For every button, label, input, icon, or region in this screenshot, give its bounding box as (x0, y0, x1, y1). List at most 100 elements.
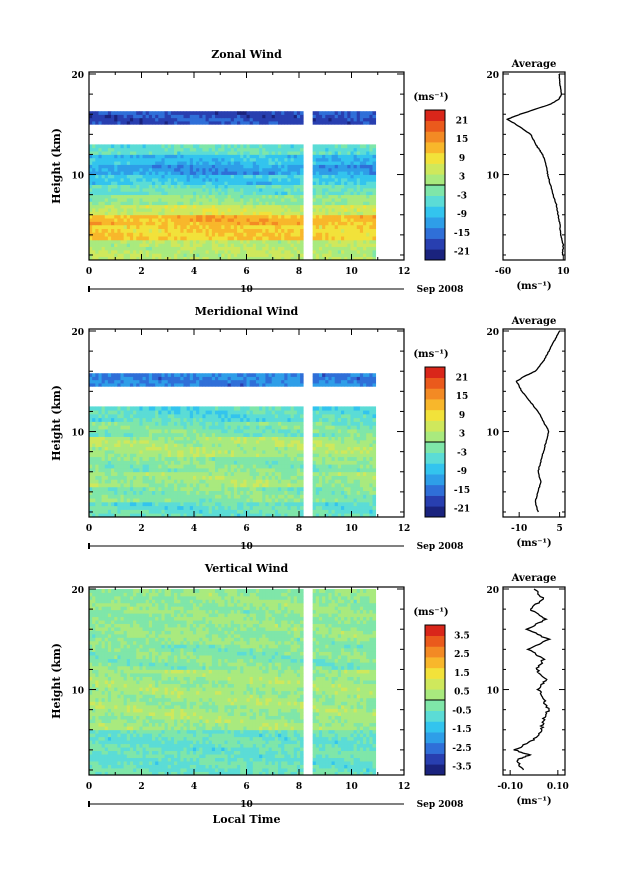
heatmap-cell (101, 505, 106, 510)
heatmap-cell (293, 471, 298, 476)
heatmap-cell (296, 490, 301, 495)
heatmap-cell (196, 460, 200, 465)
heatmap-cell (196, 453, 200, 458)
heatmap-cell (331, 171, 336, 175)
heatmap-cell (322, 513, 326, 518)
heatmap-cell (120, 214, 125, 219)
heatmap-cell (92, 208, 96, 212)
heatmap-cell (356, 232, 361, 237)
heatmap-cell (180, 201, 184, 206)
heatmap-cell (208, 456, 213, 461)
heatmap-cell (133, 111, 137, 115)
heatmap-cell (344, 117, 348, 122)
heatmap-cell (363, 486, 367, 492)
heatmap-cell (252, 232, 257, 237)
heatmap-cell (189, 184, 194, 189)
heatmap-cell (325, 198, 329, 202)
heatmap-cell (334, 224, 339, 229)
heatmap-cell (218, 501, 222, 507)
heatmap-cell (111, 171, 115, 175)
heatmap-cell (117, 467, 121, 473)
heatmap-cell (205, 464, 210, 469)
heatmap-cell (89, 228, 93, 233)
heatmap-cell (174, 204, 178, 209)
heatmap-cell (259, 117, 263, 122)
heatmap-cell (356, 243, 361, 247)
heatmap-cell (347, 157, 351, 162)
heatmap-cell (218, 151, 222, 155)
heatmap-cell (180, 171, 184, 175)
heatmap-cell (350, 154, 354, 159)
heatmap-cell (142, 121, 147, 125)
heatmap-cell (218, 214, 222, 219)
heatmap-cell (142, 228, 147, 233)
heatmap-cell (252, 184, 257, 189)
heatmap-cell (167, 147, 172, 152)
heatmap-cell (259, 236, 263, 241)
heatmap-cell (158, 253, 162, 258)
heatmap-cell (158, 228, 162, 233)
heatmap-cell (363, 464, 367, 469)
heatmap-cell (230, 228, 235, 233)
heatmap-cell (328, 171, 332, 175)
heatmap-cell (129, 214, 134, 219)
heatmap-cell (101, 221, 106, 226)
heatmap-cell (359, 490, 364, 495)
heatmap-cell (221, 171, 225, 175)
heatmap-cell (101, 121, 106, 125)
colorbar-tick-label: 9 (459, 154, 465, 164)
heatmap-cell (107, 204, 112, 209)
heatmap-cell (271, 486, 276, 492)
heatmap-cell (331, 498, 336, 503)
heatmap-cell (281, 208, 285, 212)
heatmap-cell (243, 174, 247, 179)
heatmap-cell (139, 167, 143, 172)
heatmap-cell (237, 208, 241, 212)
heatmap-cell (142, 204, 147, 209)
heatmap-cell (98, 167, 102, 172)
heatmap-cell (152, 198, 156, 202)
heatmap-cell (243, 187, 247, 192)
heatmap-cell (243, 490, 247, 495)
heatmap-cell (224, 201, 228, 206)
heatmap-cell (221, 246, 225, 251)
heatmap-cell (347, 498, 351, 503)
heatmap-cell (369, 221, 373, 226)
heatmap-cell (211, 157, 216, 162)
heatmap-cell (114, 483, 118, 488)
heatmap-cell (129, 198, 134, 202)
heatmap-cell (205, 177, 210, 182)
heatmap-cell (170, 513, 175, 518)
heatmap-cell (290, 184, 295, 189)
heatmap-cell (199, 513, 203, 518)
heatmap-cell (369, 114, 373, 119)
heatmap-cell (211, 221, 216, 226)
heatmap-cell (356, 479, 361, 484)
heatmap-cell (233, 498, 238, 503)
heatmap-cell (353, 479, 358, 484)
heatmap-cell (246, 253, 251, 258)
heatmap-cell (237, 253, 241, 258)
heatmap-cell (133, 456, 137, 461)
heatmap-cell (341, 177, 345, 182)
heatmap-cell (224, 509, 228, 514)
heatmap-cell (164, 456, 169, 461)
heatmap-cell (369, 198, 373, 202)
heatmap-cell (139, 214, 143, 219)
heatmap-cell (230, 494, 235, 499)
heatmap-cell (186, 475, 191, 480)
heatmap-cell (117, 228, 121, 233)
heatmap-cell (196, 249, 200, 254)
heatmap-cell (98, 194, 102, 199)
heatmap-cell (246, 475, 251, 480)
heatmap-cell (211, 249, 216, 254)
heatmap-cell (265, 228, 269, 233)
heatmap-cell (262, 208, 266, 212)
heatmap-cell (101, 184, 106, 189)
heatmap-cell (237, 505, 241, 510)
heatmap-cell (259, 174, 263, 179)
heatmap-cell (152, 471, 156, 476)
colorbar-tick-label: 3 (459, 173, 465, 183)
heatmap-cell (107, 154, 112, 159)
heatmap-cell (344, 505, 348, 510)
